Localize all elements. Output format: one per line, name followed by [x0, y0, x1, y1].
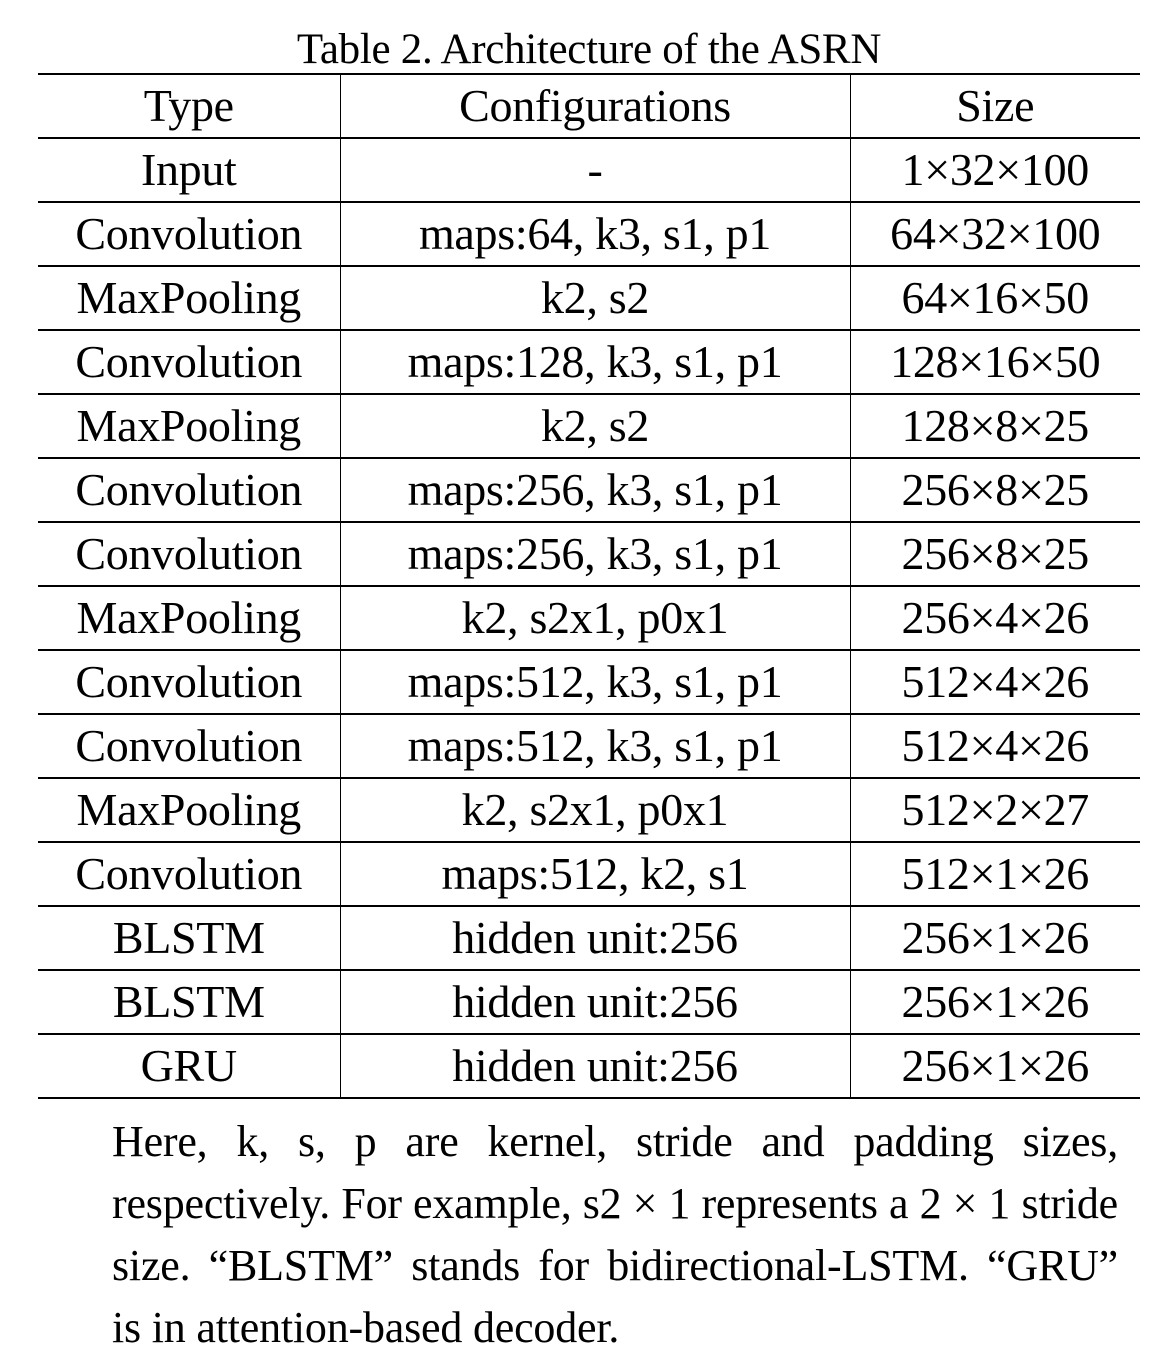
cell-size: 128×8×25: [849, 393, 1140, 458]
cell-type: Convolution: [38, 521, 340, 586]
cell-type: Convolution: [38, 649, 340, 714]
cell-size: 512×1×26: [849, 841, 1140, 906]
cell-type: MaxPooling: [38, 585, 340, 650]
table-row: MaxPooling k2, s2x1, p0x1 256×4×26: [38, 585, 1140, 650]
table-note: Here, k, s, p are kernel, stride and pad…: [112, 1117, 1118, 1352]
table-row: Convolution maps:512, k3, s1, p1 512×4×26: [38, 713, 1140, 778]
cell-size: 256×1×26: [849, 1033, 1140, 1099]
table-row: BLSTM hidden unit:256 256×1×26: [38, 905, 1140, 970]
cell-configuration: k2, s2: [339, 393, 850, 458]
table-row: Convolution maps:64, k3, s1, p1 64×32×100: [38, 201, 1140, 266]
cell-size: 128×16×50: [849, 329, 1140, 394]
cell-type: MaxPooling: [38, 777, 340, 842]
table-row: Convolution maps:512, k3, s1, p1 512×4×26: [38, 649, 1140, 714]
cell-size: 256×4×26: [849, 585, 1140, 650]
cell-type: BLSTM: [38, 905, 340, 970]
header-configurations: Configurations: [339, 73, 850, 138]
cell-configuration: k2, s2x1, p0x1: [339, 777, 850, 842]
cell-size: 64×16×50: [849, 265, 1140, 330]
table-row: Input -1×32×100: [38, 137, 1140, 202]
cell-size: 256×8×25: [849, 521, 1140, 586]
header-size: Size: [849, 73, 1140, 138]
cell-size: 256×1×26: [849, 969, 1140, 1034]
table-row: GRU hidden unit:256 256×1×26: [38, 1033, 1140, 1099]
table-row: MaxPooling k2, s2 128×8×25: [38, 393, 1140, 458]
table-caption: Table 2. Architecture of the ASRN: [296, 26, 882, 73]
table-row: BLSTM hidden unit:256 256×1×26: [38, 969, 1140, 1034]
cell-configuration: k2, s2x1, p0x1: [339, 585, 850, 650]
cell-configuration: maps:128, k3, s1, p1: [339, 329, 850, 394]
cell-size: 512×2×27: [849, 777, 1140, 842]
cell-type: Input: [38, 137, 340, 202]
cell-configuration: hidden unit:256: [339, 1033, 850, 1099]
header-type: Type: [38, 73, 340, 138]
architecture-table: Type Configurations Size Input -1×32×100 C…: [38, 73, 1140, 1099]
table-row: Convolution maps:128, k3, s1, p1 128×16×50: [38, 329, 1140, 394]
cell-type: BLSTM: [38, 969, 340, 1034]
cell-configuration: -: [339, 137, 850, 202]
cell-size: 1×32×100: [849, 137, 1140, 202]
cell-size: 512×4×26: [849, 649, 1140, 714]
cell-size: 256×1×26: [849, 905, 1140, 970]
table-row: MaxPooling k2, s2 64×16×50: [38, 265, 1140, 330]
cell-configuration: hidden unit:256: [339, 905, 850, 970]
table-row: Convolution maps:512, k2, s1 512×1×26: [38, 841, 1140, 906]
cell-configuration: maps:512, k3, s1, p1: [339, 649, 850, 714]
cell-configuration: maps:512, k3, s1, p1: [339, 713, 850, 778]
cell-size: 256×8×25: [849, 457, 1140, 522]
cell-type: GRU: [38, 1033, 340, 1099]
table-row: Convolution maps:256, k3, s1, p1 256×8×25: [38, 457, 1140, 522]
cell-configuration: maps:256, k3, s1, p1: [339, 457, 850, 522]
cell-type: MaxPooling: [38, 393, 340, 458]
cell-configuration: hidden unit:256: [339, 969, 850, 1034]
cell-configuration: maps:512, k2, s1: [339, 841, 850, 906]
table-body: Input -1×32×100 Convolution maps:64, k3, s1…: [38, 137, 1140, 1099]
cell-type: MaxPooling: [38, 265, 340, 330]
cell-type: Convolution: [38, 201, 340, 266]
cell-type: Convolution: [38, 329, 340, 394]
cell-size: 512×4×26: [849, 713, 1140, 778]
cell-configuration: maps:256, k3, s1, p1: [339, 521, 850, 586]
table-row: MaxPooling k2, s2x1, p0x1 512×2×27: [38, 777, 1140, 842]
cell-type: Convolution: [38, 841, 340, 906]
table-row: Convolution maps:256, k3, s1, p1 256×8×25: [38, 521, 1140, 586]
cell-type: Convolution: [38, 457, 340, 522]
cell-configuration: maps:64, k3, s1, p1: [339, 201, 850, 266]
cell-size: 64×32×100: [849, 201, 1140, 266]
cell-type: Convolution: [38, 713, 340, 778]
cell-configuration: k2, s2: [339, 265, 850, 330]
table-header-row: Type Configurations Size: [38, 73, 1140, 138]
